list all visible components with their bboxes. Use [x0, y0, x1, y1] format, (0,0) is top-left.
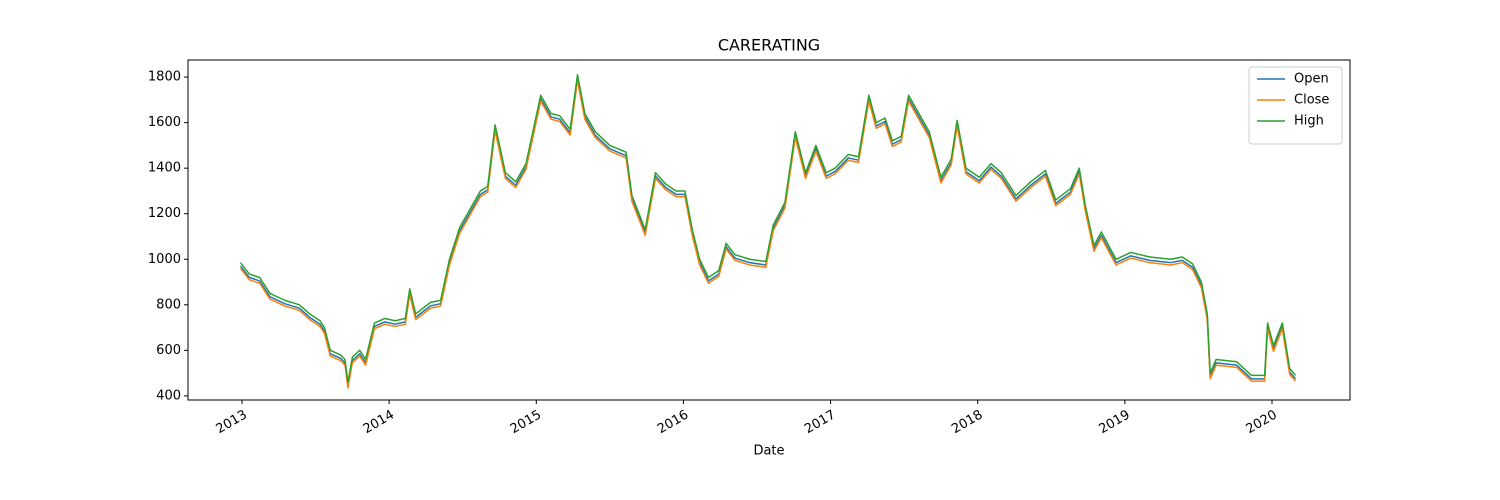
- series-line: [239, 74, 1297, 383]
- y-tick-label: 600: [156, 343, 181, 358]
- y-tick-label: 800: [156, 297, 181, 312]
- legend-label: Close: [1294, 93, 1329, 108]
- series-line: [239, 79, 1297, 389]
- series-line: [239, 77, 1297, 387]
- legend-label: High: [1294, 114, 1324, 129]
- y-tick-label: 1400: [148, 161, 181, 176]
- x-axis-label: Date: [753, 444, 784, 459]
- legend-label: Open: [1294, 72, 1329, 87]
- y-tick-label: 1200: [148, 206, 181, 221]
- plot-area: [239, 74, 1297, 389]
- legend-box: [1248, 66, 1343, 145]
- y-tick-label: 400: [156, 388, 181, 403]
- y-tick-label: 1000: [148, 252, 181, 267]
- axes-frame: [187, 59, 1351, 401]
- y-tick-label: 1600: [148, 115, 181, 130]
- chart-title: CARERATING: [718, 36, 820, 55]
- y-tick-label: 1800: [148, 70, 181, 85]
